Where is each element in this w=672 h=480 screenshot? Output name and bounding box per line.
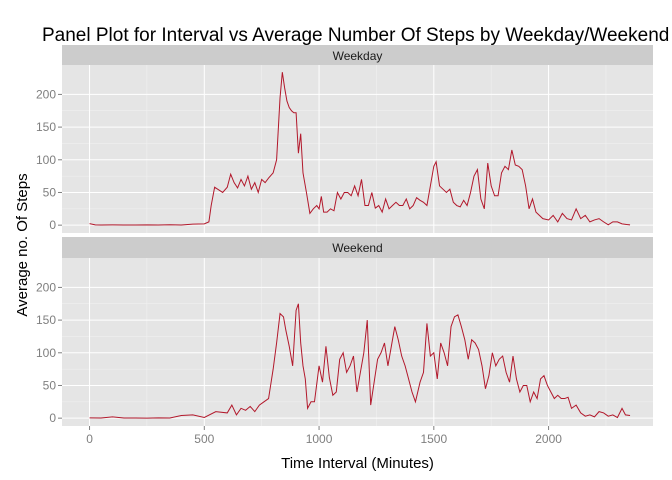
y-axis-ticks: 0 50 100 150 200 bbox=[36, 280, 62, 425]
y-tick-label: 200 bbox=[36, 280, 56, 294]
x-tick-label: 1000 bbox=[306, 432, 333, 446]
x-tick-label: 2000 bbox=[535, 432, 562, 446]
series-line-weekend bbox=[89, 303, 631, 419]
y-tick-label: 0 bbox=[49, 218, 56, 232]
grid-lines bbox=[62, 65, 653, 233]
y-axis-label: Average no. Of Steps bbox=[14, 173, 31, 316]
strip-label-weekday: Weekday bbox=[333, 49, 383, 63]
x-axis-ticks: 0 500 1000 1500 2000 bbox=[86, 426, 562, 446]
x-tick-label: 0 bbox=[86, 432, 93, 446]
y-tick-label: 150 bbox=[36, 313, 56, 327]
y-tick-label: 200 bbox=[36, 87, 56, 101]
grid-lines bbox=[62, 258, 653, 426]
y-tick-label: 100 bbox=[36, 346, 56, 360]
x-axis-label: Time Interval (Minutes) bbox=[281, 455, 434, 472]
panel-weekday: Weekday 0 50 100 150 200 bbox=[36, 45, 653, 233]
x-tick-label: 1500 bbox=[420, 432, 447, 446]
y-tick-label: 50 bbox=[43, 378, 57, 392]
strip-label-weekend: Weekend bbox=[332, 241, 382, 255]
y-tick-label: 150 bbox=[36, 120, 56, 134]
x-tick-label: 500 bbox=[194, 432, 214, 446]
series-line-weekday bbox=[89, 72, 631, 226]
plot-background bbox=[62, 65, 653, 233]
y-tick-label: 50 bbox=[43, 185, 57, 199]
y-axis-ticks: 0 50 100 150 200 bbox=[36, 87, 62, 232]
strip-background bbox=[62, 45, 653, 65]
chart-title: Panel Plot for Interval vs Average Numbe… bbox=[42, 25, 669, 46]
strip-background bbox=[62, 237, 653, 258]
y-tick-label: 100 bbox=[36, 153, 56, 167]
plot-background bbox=[62, 258, 653, 426]
y-tick-label: 0 bbox=[49, 411, 56, 425]
panel-weekend: Weekend 0 50 100 150 200 bbox=[36, 237, 653, 426]
